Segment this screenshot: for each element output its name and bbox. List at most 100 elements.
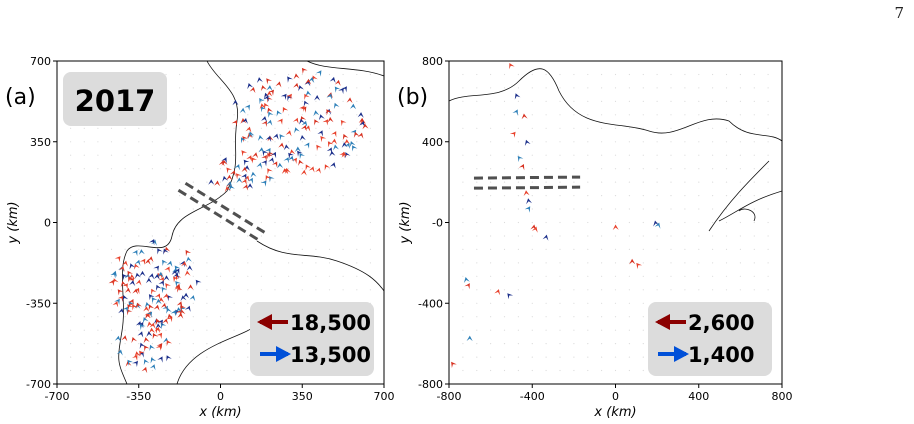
data-arrow xyxy=(164,266,170,273)
data-arrow xyxy=(129,263,136,270)
data-arrow xyxy=(176,301,183,308)
data-arrow xyxy=(139,342,146,349)
data-arrow xyxy=(629,258,636,265)
data-arrow xyxy=(110,272,116,279)
data-arrow xyxy=(268,89,274,96)
data-arrow xyxy=(147,321,153,328)
data-arrow xyxy=(167,313,173,320)
data-arrow xyxy=(279,134,286,141)
data-arrow xyxy=(162,305,168,313)
data-arrow xyxy=(259,98,265,105)
data-arrow xyxy=(466,335,473,342)
data-arrow xyxy=(185,256,192,263)
data-arrow xyxy=(157,356,163,363)
data-arrow xyxy=(331,138,337,145)
data-arrow xyxy=(272,133,279,140)
data-arrow xyxy=(139,350,145,357)
data-arrow xyxy=(145,277,152,284)
data-arrow xyxy=(266,91,273,97)
data-arrow xyxy=(266,78,272,85)
data-arrow xyxy=(294,127,300,134)
data-arrow xyxy=(317,130,323,137)
data-arrow xyxy=(158,277,164,284)
legend-count: 13,500 xyxy=(290,343,371,367)
y-tick-label: -0 xyxy=(432,217,443,230)
data-arrow xyxy=(144,259,151,265)
data-arrow xyxy=(184,270,191,277)
data-arrow xyxy=(283,144,290,151)
data-arrow xyxy=(229,185,235,192)
data-arrow xyxy=(261,155,267,162)
data-arrow xyxy=(121,335,128,342)
data-arrow xyxy=(362,123,369,130)
data-arrow xyxy=(129,274,136,280)
data-arrow xyxy=(314,119,320,126)
y-axis-label: y (km) xyxy=(6,201,21,244)
data-arrow xyxy=(300,169,307,176)
data-arrow xyxy=(258,147,265,153)
x-tick-label: -350 xyxy=(126,390,151,403)
data-arrow xyxy=(114,298,120,305)
data-arrow xyxy=(141,366,148,374)
data-arrow xyxy=(252,152,259,159)
data-arrow xyxy=(524,139,531,146)
data-arrow xyxy=(153,273,160,280)
data-arrow xyxy=(264,102,270,110)
data-arrow xyxy=(524,206,531,213)
data-arrow xyxy=(509,63,515,70)
data-arrow xyxy=(246,155,252,162)
data-arrow xyxy=(261,106,267,113)
x-tick-label: 800 xyxy=(772,390,793,403)
data-arrow xyxy=(108,279,114,287)
data-arrow xyxy=(301,67,308,75)
data-arrow xyxy=(327,141,334,148)
data-arrow xyxy=(263,95,269,102)
data-arrow xyxy=(526,198,532,205)
data-arrow xyxy=(155,284,162,291)
data-arrow xyxy=(182,292,189,299)
data-arrow xyxy=(261,116,268,123)
data-arrow xyxy=(292,117,299,124)
data-arrow xyxy=(268,111,274,118)
data-arrow xyxy=(612,224,619,231)
data-arrow xyxy=(184,305,191,312)
data-arrow xyxy=(157,248,163,255)
data-arrow xyxy=(636,262,643,270)
data-arrow xyxy=(221,159,228,166)
data-arrow xyxy=(117,289,124,296)
data-arrow xyxy=(241,179,247,186)
data-arrow xyxy=(303,100,310,107)
data-arrow xyxy=(175,307,182,313)
data-arrow xyxy=(305,90,312,97)
data-arrow xyxy=(156,343,163,350)
year-box xyxy=(63,72,167,126)
data-arrow xyxy=(155,323,162,329)
data-arrow xyxy=(129,280,136,287)
data-arrow xyxy=(299,152,305,160)
data-arrow xyxy=(256,162,263,169)
data-arrow xyxy=(451,361,457,368)
data-arrow xyxy=(147,256,154,263)
page-number: 7 xyxy=(894,4,904,22)
data-arrow xyxy=(174,265,181,272)
data-arrow xyxy=(326,147,333,154)
data-arrow xyxy=(329,76,336,83)
data-arrow xyxy=(143,337,150,344)
data-arrow xyxy=(166,307,172,314)
data-arrow xyxy=(266,119,273,126)
x-axis-label: x (km) xyxy=(198,405,241,420)
data-arrow xyxy=(333,102,340,109)
data-arrow xyxy=(521,113,528,120)
data-arrow xyxy=(230,170,236,177)
data-arrow xyxy=(157,319,163,326)
data-arrow xyxy=(299,105,305,112)
dashed-line xyxy=(473,185,581,190)
data-arrow xyxy=(267,107,273,114)
data-arrow xyxy=(509,131,516,138)
data-arrow xyxy=(265,148,271,155)
panel-label: (a) xyxy=(5,85,36,110)
dashed-line xyxy=(184,182,269,236)
data-arrow xyxy=(275,81,282,88)
data-arrow xyxy=(340,120,347,127)
legend-arrow-right-head xyxy=(674,346,689,362)
